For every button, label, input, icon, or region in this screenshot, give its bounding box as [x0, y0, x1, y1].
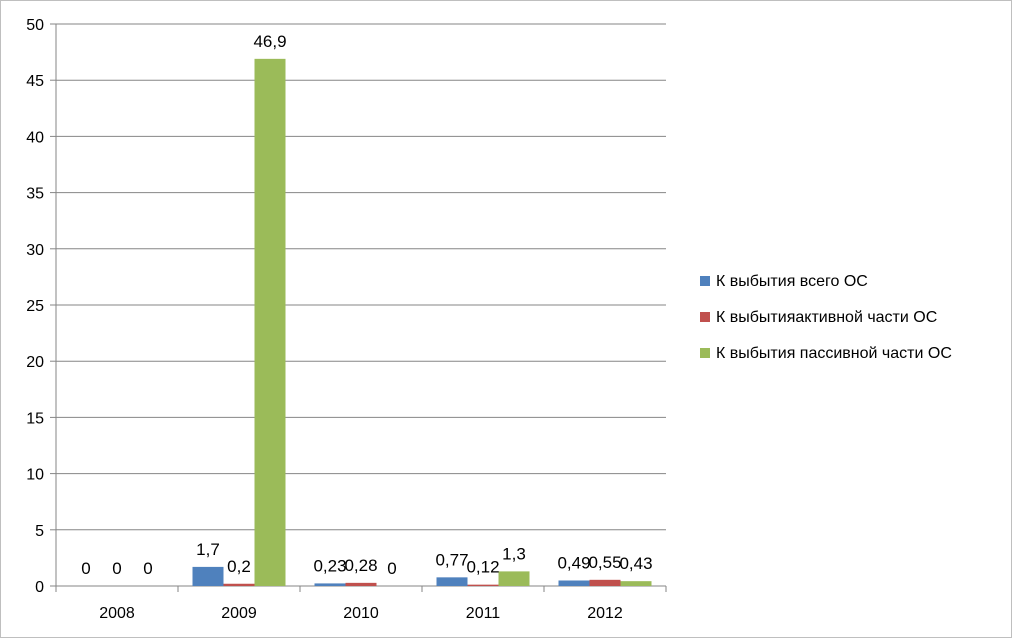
y-tick-label: 30: [26, 242, 44, 259]
legend-label: К выбытия пассивной части ОС: [716, 345, 952, 362]
bar: [620, 581, 652, 586]
bar: [589, 579, 621, 586]
data-label: 1,7: [196, 540, 220, 559]
data-label: 0,43: [619, 554, 652, 573]
data-labels: 0 1,7 0,23 0,77 0,49 0 0,2 0,28 0,12 0,55 0 46,9 0 1,…: [81, 32, 652, 578]
axes: [50, 23, 667, 592]
bar: [345, 582, 377, 586]
data-label: 0,12: [466, 558, 499, 577]
bar: [314, 583, 346, 586]
legend-label: К выбытия всего ОС: [716, 273, 868, 290]
data-label: 1,3: [502, 544, 526, 563]
gridlines: [56, 23, 666, 531]
data-label: 0: [81, 559, 90, 578]
data-label: 0,55: [588, 553, 621, 572]
y-axis-ticks: 0 5 10 15 20 25 30 35 40 45 50: [26, 17, 44, 596]
data-label: 0: [143, 559, 152, 578]
y-tick-label: 50: [26, 17, 44, 34]
x-tick-label: 2008: [99, 605, 135, 622]
data-label: 0,77: [435, 550, 468, 569]
y-tick-label: 0: [35, 579, 44, 596]
data-label: 0,28: [344, 556, 377, 575]
data-label: 0,2: [227, 557, 251, 576]
legend: К выбытия всего ОС К выбытияактивной част…: [700, 273, 952, 362]
legend-swatch: [700, 312, 710, 322]
y-tick-label: 45: [26, 73, 44, 90]
y-tick-label: 5: [35, 523, 44, 540]
data-label: 0: [112, 559, 121, 578]
y-tick-label: 35: [26, 186, 44, 203]
bar: [254, 58, 286, 587]
legend-swatch: [700, 276, 710, 286]
data-label: 46,9: [253, 32, 286, 51]
bar: [498, 571, 530, 586]
x-tick-label: 2009: [221, 605, 257, 622]
bar: [436, 577, 468, 586]
bars: [192, 58, 652, 587]
data-label: 0,49: [557, 553, 590, 572]
bar: [223, 583, 255, 586]
x-tick-label: 2012: [587, 605, 623, 622]
y-tick-label: 40: [26, 129, 44, 146]
bar: [558, 580, 590, 586]
y-tick-label: 25: [26, 298, 44, 315]
data-label: 0,23: [313, 556, 346, 575]
y-tick-label: 10: [26, 467, 44, 484]
y-tick-label: 15: [26, 410, 44, 427]
x-tick-label: 2011: [466, 605, 501, 622]
data-label: 0: [387, 559, 396, 578]
bar: [192, 566, 224, 586]
legend-label: К выбытияактивной части ОС: [716, 309, 937, 326]
bar: [467, 584, 499, 586]
y-tick-label: 20: [26, 354, 44, 371]
x-axis-ticks: 2008 2009 2010 2011 2012: [99, 605, 623, 622]
legend-swatch: [700, 348, 710, 358]
x-tick-label: 2010: [343, 605, 379, 622]
